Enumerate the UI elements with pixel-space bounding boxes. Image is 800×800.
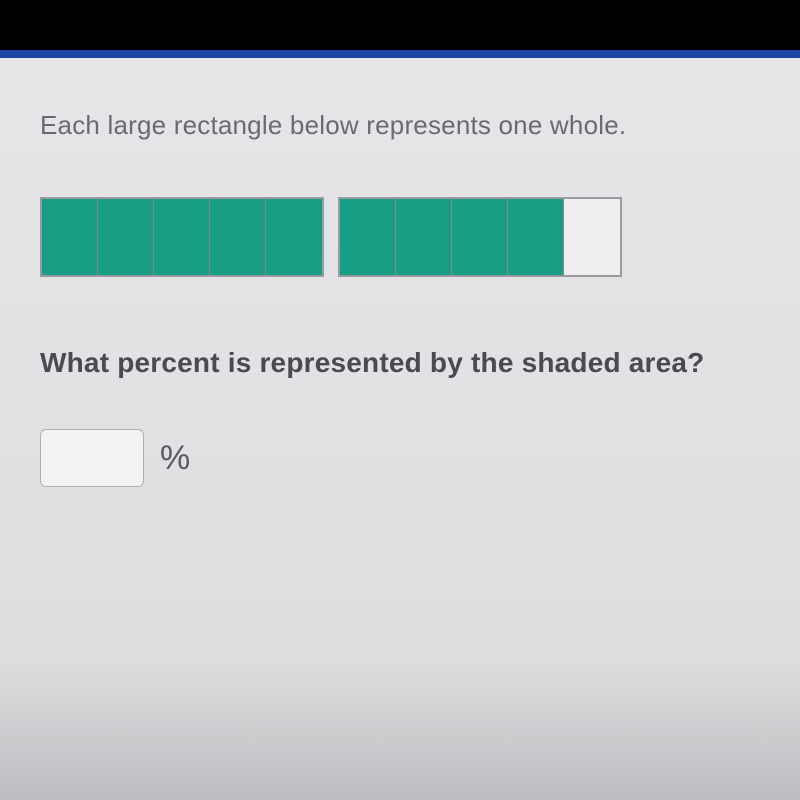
instruction-text: Each large rectangle below represents on… (40, 110, 760, 141)
segment-shaded (266, 199, 322, 275)
segment-shaded (396, 199, 452, 275)
answer-row: % (40, 429, 760, 487)
segment-shaded (98, 199, 154, 275)
percent-sign: % (160, 439, 190, 478)
diagram-container (40, 197, 760, 277)
segment-shaded (340, 199, 396, 275)
segment-shaded (452, 199, 508, 275)
segment-shaded (154, 199, 210, 275)
segment-shaded (42, 199, 98, 275)
segment-shaded (210, 199, 266, 275)
whole-rectangle-1 (40, 197, 324, 277)
question-text: What percent is represented by the shade… (40, 347, 760, 379)
answer-input[interactable] (40, 429, 144, 487)
problem-content: Each large rectangle below represents on… (0, 58, 800, 800)
screenshot-topbar (0, 0, 800, 50)
segment-shaded (508, 199, 564, 275)
segment-unshaded (564, 199, 620, 275)
whole-rectangle-2 (338, 197, 622, 277)
header-strip (0, 50, 800, 58)
